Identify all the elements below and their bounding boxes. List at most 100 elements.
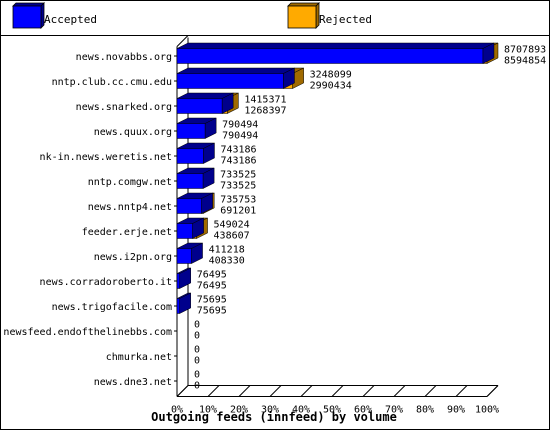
category-label: news.quux.org [94, 127, 172, 138]
category-label: news.dne3.net [94, 377, 172, 388]
bar-group [176, 292, 191, 314]
value-label-accepted: 691201 [220, 206, 256, 217]
category-label: news.snarked.org [76, 102, 172, 113]
bar-group [176, 242, 203, 264]
category-label: newsfeed.endofthelinebbs.com [3, 327, 172, 338]
value-label-accepted: 75695 [197, 306, 227, 317]
value-label-rejected: 8707893 [504, 45, 546, 56]
x-tick-label: 10% [199, 405, 217, 416]
category-label: feeder.erje.net [82, 227, 172, 238]
legend-swatch-rejected [287, 5, 317, 29]
bar-group [176, 217, 208, 239]
x-tick-mark [362, 385, 375, 397]
value-label-rejected: 3248099 [310, 70, 352, 81]
value-label-accepted: 743186 [220, 156, 256, 167]
value-label-accepted: 76495 [197, 281, 227, 292]
x-tick-mark [424, 385, 437, 397]
legend-swatch-top [12, 2, 45, 7]
x-tick-mark [300, 385, 313, 397]
value-label-accepted: 1268397 [244, 106, 286, 117]
value-label-accepted: 733525 [220, 181, 256, 192]
category-label: news.i2pn.org [94, 252, 172, 263]
bar-accepted-side [283, 67, 295, 89]
x-tick-label: 50% [323, 405, 341, 416]
category-label: news.novabbs.org [76, 52, 172, 63]
bar-group [176, 92, 239, 114]
bar-accepted-side [179, 267, 191, 289]
value-label-accepted: 2990434 [310, 81, 352, 92]
category-label: chmurka.net [106, 352, 172, 363]
value-label-rejected: 411218 [209, 245, 245, 256]
x-tick-mark [207, 385, 220, 397]
category-label: news.corradoroberto.it [40, 277, 172, 288]
legend-swatch-accepted [12, 5, 42, 29]
legend-label-accepted: Accepted [44, 13, 97, 26]
category-label: nk-in.news.weretis.net [40, 152, 172, 163]
x-tick-mark [331, 385, 344, 397]
category-label: news.trigofacile.com [52, 302, 172, 313]
category-label: news.nntp4.net [88, 202, 172, 213]
value-label-rejected: 1415371 [244, 95, 286, 106]
x-tick-mark [486, 385, 499, 397]
bar-group [176, 42, 499, 64]
bar-accepted-side [179, 292, 191, 314]
bar-accepted-side [192, 217, 204, 239]
value-label-accepted: 790494 [222, 131, 258, 142]
x-tick-mark [176, 385, 189, 397]
x-tick-label: 90% [447, 405, 465, 416]
x-tick-label: 60% [354, 405, 372, 416]
bar-accepted-front [176, 223, 193, 239]
category-label: nntp.comgw.net [88, 177, 172, 188]
bar-accepted-front [176, 98, 223, 114]
value-label-rejected: 76495 [197, 270, 227, 281]
bar-accepted-top [176, 67, 295, 74]
value-label-rejected: 790494 [222, 120, 258, 131]
x-tick-label: 100% [475, 405, 499, 416]
value-label-rejected: 733525 [220, 170, 256, 181]
bar-accepted-top [176, 42, 495, 49]
bar-accepted-side [201, 192, 213, 214]
legend-label-rejected: Rejected [319, 13, 372, 26]
x-tick-label: 0% [171, 405, 183, 416]
bars [176, 42, 499, 314]
value-label-rejected: 0 [194, 320, 200, 331]
x-tick-label: 70% [385, 405, 403, 416]
value-label-accepted: 0 [194, 356, 200, 367]
x-tick-mark [393, 385, 406, 397]
x-tick-mark [238, 385, 251, 397]
value-label-rejected: 0 [194, 370, 200, 381]
bar-accepted-front [176, 198, 202, 214]
bar-accepted-side [204, 117, 217, 139]
bar-group [176, 142, 215, 164]
value-label-rejected: 743186 [220, 145, 256, 156]
bar-accepted-front [176, 123, 206, 139]
bar-group [176, 117, 217, 139]
bar-accepted-front [176, 248, 192, 264]
category-labels: news.novabbs.org nntp.club.cc.cmu.edu news… [3, 52, 172, 388]
bar-group [176, 192, 215, 214]
x-tick-mark [455, 385, 468, 397]
bar-accepted-side [203, 142, 215, 164]
legend-swatch-top [287, 2, 320, 7]
value-label-rejected: 0 [194, 345, 200, 356]
bar-group [176, 267, 191, 289]
category-label: nntp.club.cc.cmu.edu [52, 77, 172, 88]
x-tick-label: 40% [292, 405, 310, 416]
x-tick-mark [269, 385, 282, 397]
bar-accepted-front [176, 298, 180, 314]
bar-accepted-front [176, 173, 204, 189]
legend: Accepted Rejected [12, 2, 372, 29]
bar-accepted-side [482, 42, 495, 64]
bar-accepted-side [202, 167, 215, 189]
bar-accepted-front [176, 48, 484, 64]
bar-accepted-front [176, 273, 180, 289]
value-label-accepted: 0 [194, 381, 200, 392]
x-tick-label: 80% [416, 405, 434, 416]
chart-title: Outgoing feeds (innfeed) by volume [151, 410, 397, 424]
top-depth-line [176, 35, 189, 47]
value-label-accepted: 0 [194, 331, 200, 342]
value-label-accepted: 438607 [214, 231, 250, 242]
bar-accepted-side [191, 242, 203, 264]
